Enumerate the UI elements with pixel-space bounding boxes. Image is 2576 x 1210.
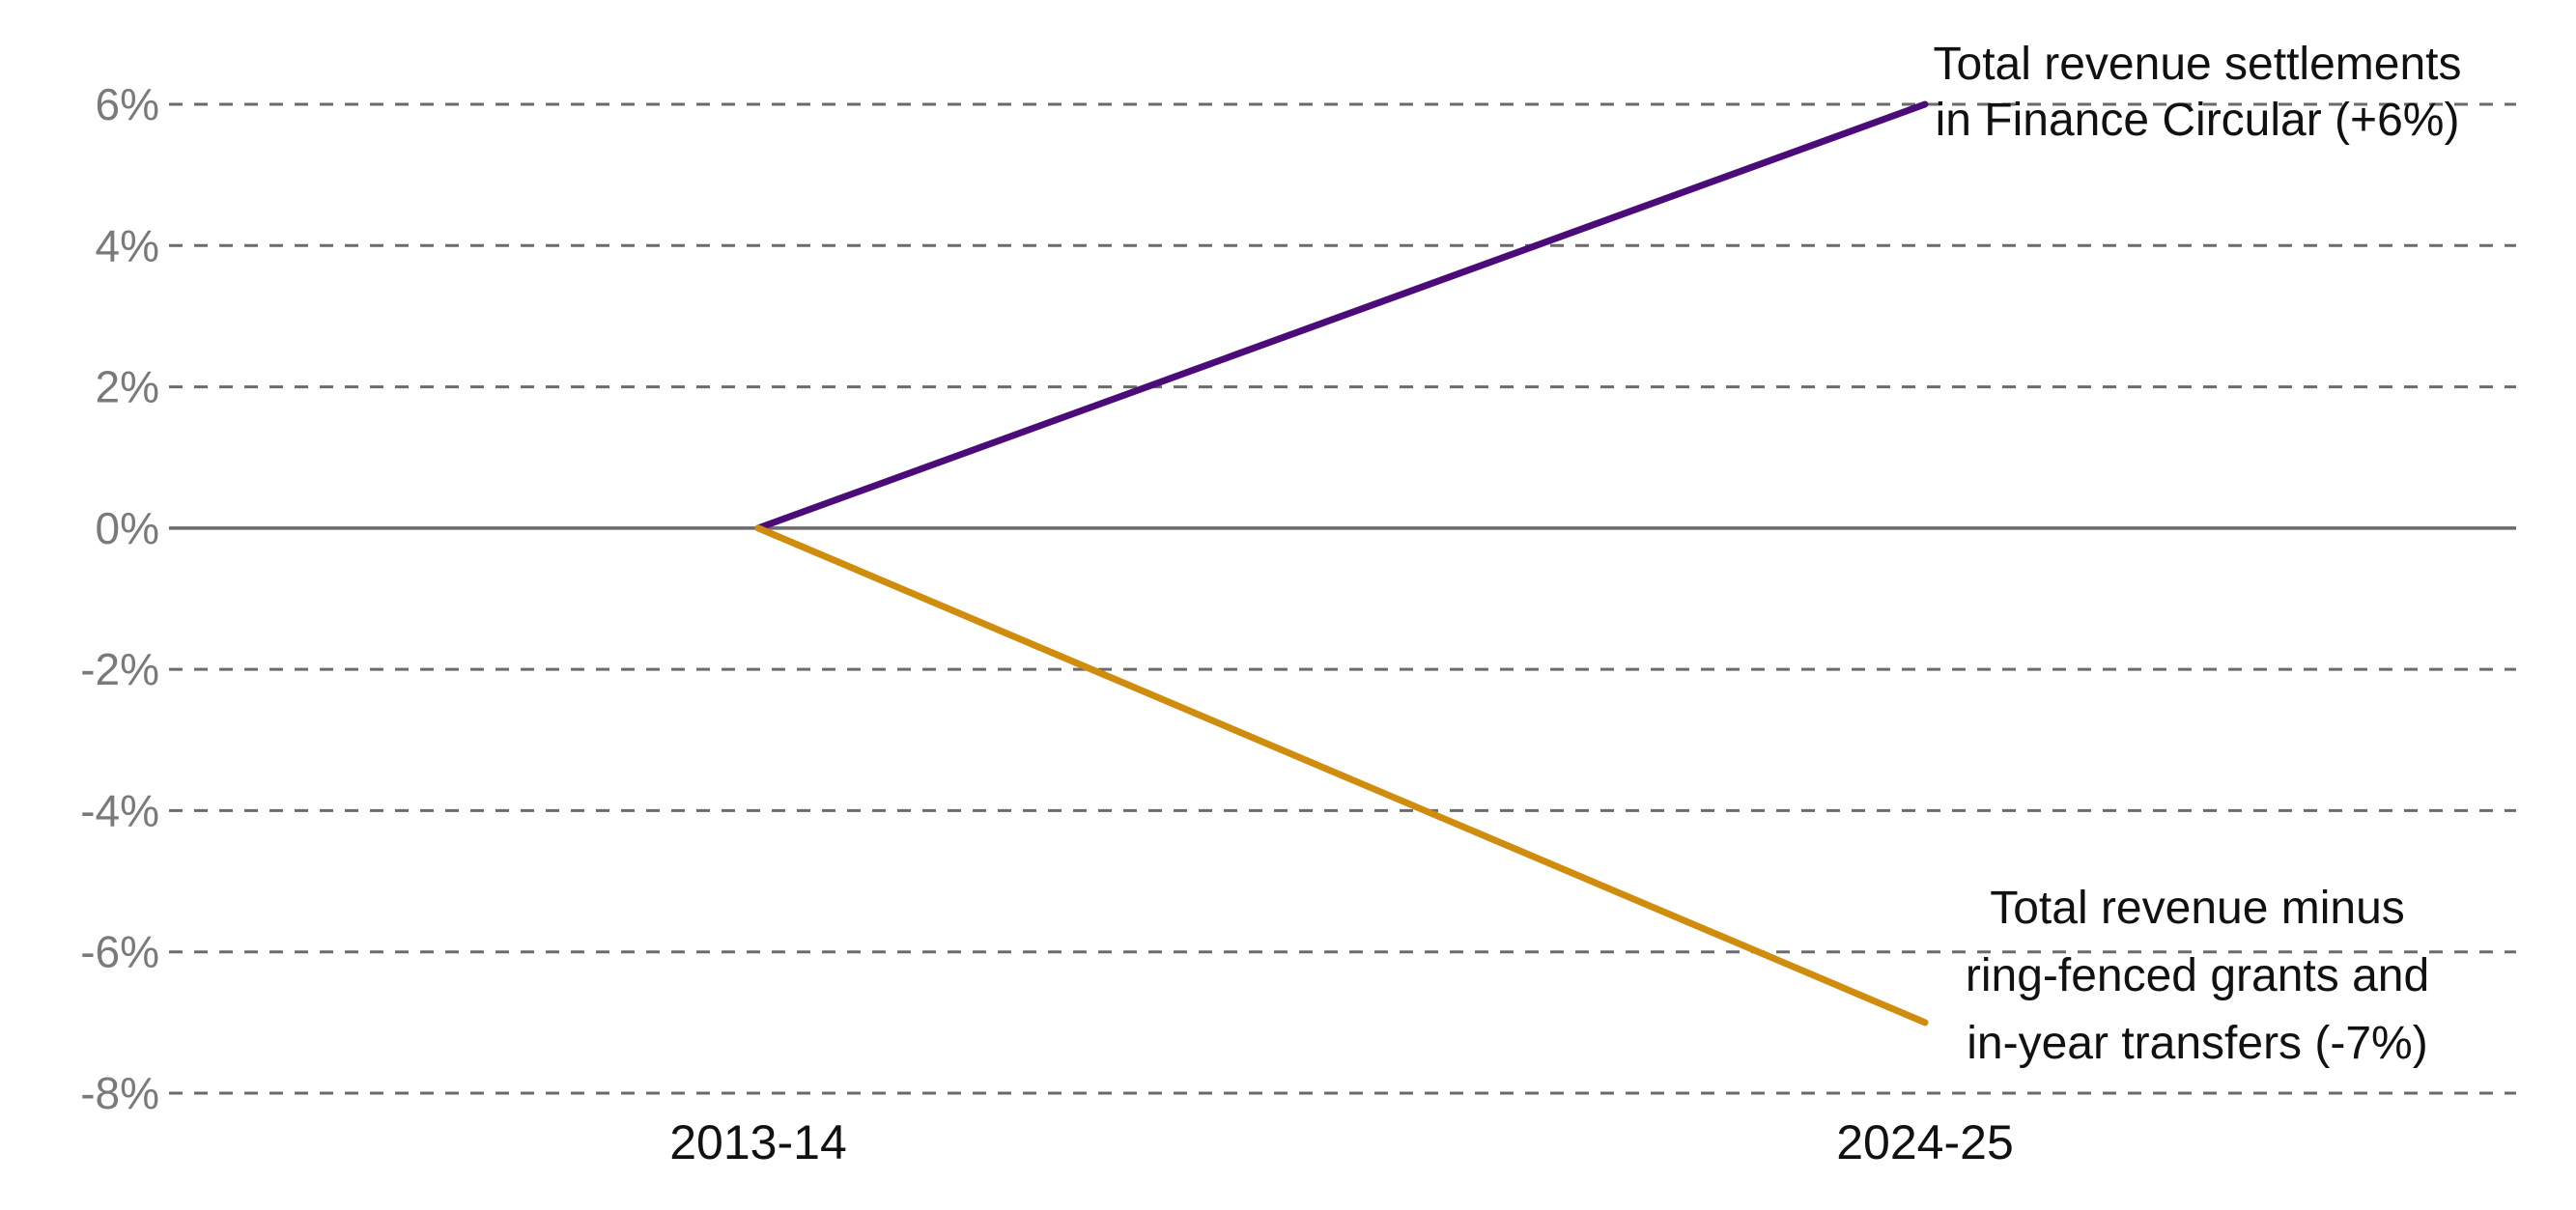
series-line [754, 524, 1929, 1027]
series-annotation: in-year transfers (-7%) [1967, 1018, 2427, 1069]
series-line [754, 100, 1929, 532]
y-tick-label: -2% [80, 644, 159, 694]
series-annotation: Total revenue minus [1990, 883, 2405, 934]
y-tick-label: 2% [96, 362, 159, 412]
series-annotation: Total revenue settlements [1934, 39, 2462, 90]
y-tick-label: 6% [96, 79, 159, 129]
y-tick-label: -4% [80, 785, 159, 835]
series-annotation: ring-fenced grants and [1966, 950, 2429, 1001]
x-tick-label: 2024-25 [1836, 1115, 2014, 1169]
y-tick-label: -8% [80, 1068, 159, 1118]
series-annotation: in Finance Circular (+6%) [1936, 95, 2460, 146]
y-tick-label: -6% [80, 927, 159, 977]
x-tick-label: 2013-14 [669, 1115, 847, 1169]
y-tick-label: 0% [96, 503, 159, 553]
y-tick-label: 4% [96, 220, 159, 270]
